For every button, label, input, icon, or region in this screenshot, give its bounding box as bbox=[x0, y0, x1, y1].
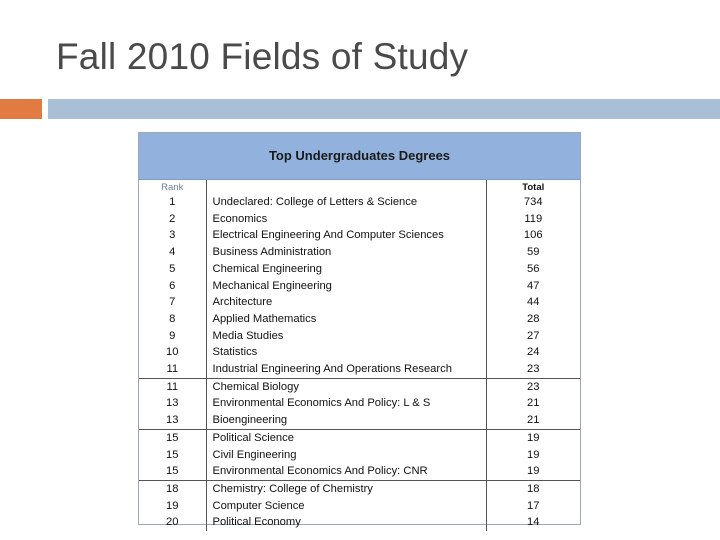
rank-cell: 5 bbox=[169, 262, 176, 275]
total-cell: 44 bbox=[485, 294, 580, 311]
rank-cell: 15 bbox=[139, 428, 206, 447]
table-row: 11 Chemical Biology 23 bbox=[139, 377, 580, 396]
degree-name-cell: Chemistry: College of Chemistry bbox=[205, 479, 486, 498]
table-row: 20 Political Economy 14 bbox=[139, 514, 580, 532]
rank-cell: 15 bbox=[166, 448, 179, 461]
degree-name-cell: Computer Science bbox=[205, 497, 486, 515]
rank-cell: 1 bbox=[169, 196, 176, 208]
degree-name-cell: Economics bbox=[205, 210, 486, 228]
total-cell: 19 bbox=[485, 463, 580, 481]
table-row: 3 Electrical Engineering And Computer Sci… bbox=[139, 227, 580, 245]
table-title: Top Undergraduates Degrees bbox=[268, 147, 451, 163]
table-row: 19 Computer Science 17 bbox=[139, 497, 580, 515]
rank-cell: 18 bbox=[139, 479, 206, 498]
total-cell: 106 bbox=[485, 227, 580, 245]
table-row: 15 Political Science 19 bbox=[139, 428, 580, 447]
table-row: 10 Statistics 24 bbox=[139, 344, 580, 362]
table-row: 7 Architecture 44 bbox=[139, 294, 580, 311]
rank-cell: 7 bbox=[169, 296, 176, 309]
total-cell: 59 bbox=[485, 244, 580, 261]
rank-cell: 2 bbox=[169, 212, 176, 225]
rank-cell: 20 bbox=[166, 516, 179, 529]
total-cell: 21 bbox=[485, 412, 580, 430]
total-cell: 18 bbox=[485, 479, 580, 498]
total-cell: 19 bbox=[485, 446, 580, 464]
rank-cell: 11 bbox=[166, 363, 179, 376]
rank-cell: 9 bbox=[169, 329, 176, 342]
table-row: 18 Chemistry: College of Chemistry 18 bbox=[139, 479, 580, 498]
accent-bar-blue bbox=[48, 99, 720, 119]
degree-name-cell: Statistics bbox=[205, 344, 486, 362]
total-column-header: Total bbox=[485, 180, 580, 194]
table-header: Top Undergraduates Degrees bbox=[139, 133, 580, 180]
table-row: 6 Mechanical Engineering 47 bbox=[139, 277, 580, 295]
total-cell: 21 bbox=[485, 395, 580, 413]
table-row: 2 Economics 119 bbox=[139, 210, 580, 228]
slide-title: Fall 2010 Fields of Study bbox=[56, 36, 469, 77]
rank-cell: 19 bbox=[166, 499, 179, 512]
degree-name-cell: Electrical Engineering And Computer Scie… bbox=[205, 227, 486, 245]
degree-name-cell: Undeclared: College of Letters & Science bbox=[205, 194, 486, 211]
degree-name-cell: Applied Mathematics bbox=[205, 310, 486, 328]
rank-cell: 8 bbox=[169, 312, 176, 325]
degree-name-cell: Political Economy bbox=[205, 514, 486, 532]
degree-name-cell: Business Administration bbox=[205, 244, 486, 261]
table-row: 9 Media Studies 27 bbox=[139, 327, 580, 345]
degree-name-cell: Industrial Engineering And Operations Re… bbox=[205, 361, 486, 379]
total-cell: 24 bbox=[485, 344, 580, 362]
rank-cell: 11 bbox=[139, 377, 206, 396]
table-row: 11 Industrial Engineering And Operations … bbox=[139, 361, 580, 379]
rank-cell: 15 bbox=[166, 465, 179, 478]
total-cell: 23 bbox=[485, 377, 580, 396]
total-cell: 28 bbox=[485, 310, 580, 328]
table-row: 4 Business Administration 59 bbox=[139, 244, 580, 261]
rank-cell: 13 bbox=[166, 397, 179, 410]
total-cell: 14 bbox=[485, 514, 580, 532]
table-row: 13 Environmental Economics And Policy: L … bbox=[139, 395, 580, 413]
table-row: 13 Bioengineering 21 bbox=[139, 412, 580, 430]
table-row: 1 Undeclared: College of Letters & Scienc… bbox=[139, 194, 580, 211]
degree-name-cell: Mechanical Engineering bbox=[205, 277, 486, 295]
rank-cell: 6 bbox=[169, 279, 176, 292]
degree-name-cell: Chemical Engineering bbox=[205, 260, 486, 278]
rank-cell: 10 bbox=[166, 346, 179, 359]
table-row: 5 Chemical Engineering 56 bbox=[139, 260, 580, 278]
rank-cell: 13 bbox=[166, 414, 179, 427]
total-cell: 734 bbox=[485, 194, 580, 211]
total-cell: 23 bbox=[485, 361, 580, 379]
table-row: 15 Civil Engineering 19 bbox=[139, 446, 580, 464]
rank-cell: 4 bbox=[169, 246, 176, 259]
degree-column-header bbox=[205, 180, 486, 194]
degree-name-cell: Environmental Economics And Policy: CNR bbox=[205, 463, 486, 481]
rank-cell: 3 bbox=[169, 229, 176, 242]
total-cell: 119 bbox=[485, 210, 580, 228]
degree-name-cell: Chemical Biology bbox=[205, 377, 486, 396]
degree-name-cell: Bioengineering bbox=[205, 412, 486, 430]
total-cell: 47 bbox=[485, 277, 580, 295]
table-row: 8 Applied Mathematics 28 bbox=[139, 310, 580, 328]
degrees-table: Rank Total 1 Undeclared: College of Lette… bbox=[139, 180, 580, 532]
column-header-row: Rank Total bbox=[139, 180, 580, 194]
degree-name-cell: Architecture bbox=[205, 294, 486, 311]
total-cell: 19 bbox=[485, 428, 580, 447]
total-cell: 17 bbox=[485, 497, 580, 515]
accent-bar-orange bbox=[0, 99, 42, 119]
degree-name-cell: Media Studies bbox=[205, 327, 486, 345]
rank-column-header: Rank bbox=[161, 181, 184, 193]
degree-name-cell: Political Science bbox=[205, 428, 486, 447]
degree-name-cell: Environmental Economics And Policy: L & … bbox=[205, 395, 486, 413]
degree-name-cell: Civil Engineering bbox=[205, 446, 486, 464]
total-cell: 27 bbox=[485, 327, 580, 345]
degrees-table-panel: Top Undergraduates Degrees Rank Total 1 U… bbox=[138, 132, 581, 532]
total-cell: 56 bbox=[485, 260, 580, 278]
table-row: 15 Environmental Economics And Policy: CN… bbox=[139, 463, 580, 481]
